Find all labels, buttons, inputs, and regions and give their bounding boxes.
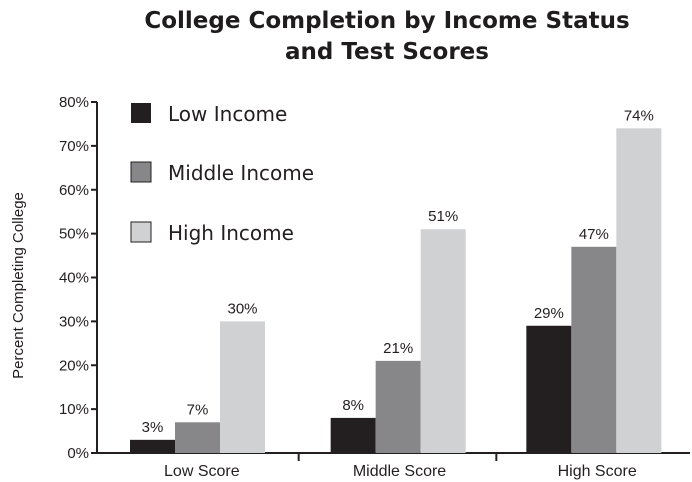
bar [375, 360, 421, 453]
data-label: 29% [534, 305, 564, 322]
chart-title-line-1: College Completion by Income Status [144, 8, 630, 34]
legend-swatch [130, 221, 152, 243]
y-tick-label: 40% [59, 270, 89, 287]
y-tick-label: 70% [59, 138, 89, 155]
bar [220, 321, 265, 453]
y-tick-label: 30% [59, 313, 89, 330]
y-tick-label: 80% [59, 94, 89, 111]
data-label: 74% [624, 107, 654, 124]
data-label: 8% [342, 397, 364, 414]
legend-label: High Income [168, 221, 294, 245]
bar [175, 422, 220, 453]
y-tick-label: 50% [59, 226, 89, 243]
bar [616, 128, 662, 453]
x-tick-label: Middle Score [353, 463, 446, 480]
bar [330, 417, 376, 453]
legend-label: Middle Income [168, 161, 314, 185]
y-tick-label: 0% [67, 445, 89, 462]
x-tick-label: Low Score [164, 463, 240, 480]
data-label: 7% [187, 401, 209, 418]
data-label: 30% [227, 300, 257, 317]
bar [571, 246, 617, 453]
y-tick-label: 20% [59, 357, 89, 374]
data-label: 3% [142, 419, 164, 436]
legend-label: Low Income [168, 102, 287, 126]
legend-swatch [131, 103, 151, 123]
chart-title-line-2: and Test Scores [285, 39, 489, 65]
y-tick-label: 10% [59, 401, 89, 418]
legend-swatch [130, 161, 152, 183]
data-label: 21% [383, 340, 413, 357]
x-tick-label: High Score [558, 463, 637, 480]
y-axis-label: Percent Completing College [10, 192, 27, 379]
data-label: 47% [579, 226, 609, 243]
data-label: 51% [428, 208, 458, 225]
y-tick-label: 60% [59, 182, 89, 199]
bar [420, 229, 466, 453]
chart-title: College Completion by Income Status and … [0, 6, 692, 68]
bar [526, 325, 572, 453]
bar [130, 439, 175, 453]
